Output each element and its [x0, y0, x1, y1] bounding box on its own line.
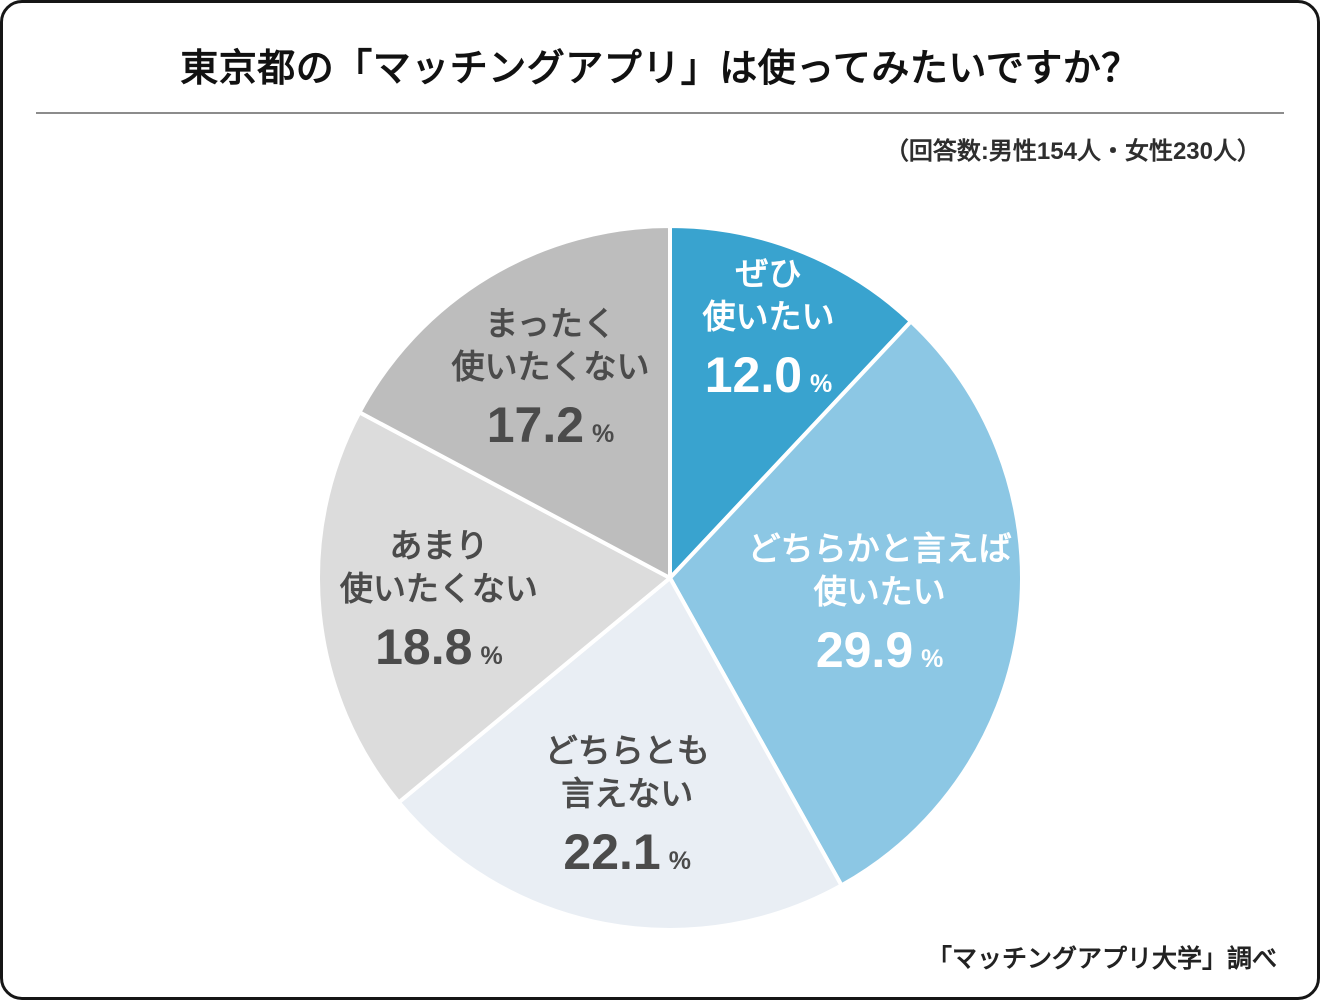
pie-slice-3: [316, 410, 672, 805]
respondents-note: （回答数:男性154人・女性230人）: [884, 138, 1261, 165]
pie-slice-0: [668, 224, 913, 580]
source-note: 「マッチングアプリ大学」調べ: [926, 945, 1277, 973]
pie-svg: [316, 224, 1024, 932]
pie-slice-1: [668, 319, 1024, 888]
pie-slice-2: [396, 576, 844, 932]
chart-title: 東京都の「マッチングアプリ」は使ってみたいですか？: [180, 48, 1140, 90]
pie-slice-4: [357, 224, 672, 580]
pie-chart: ぜひ 使いたい 12.0% どちらかと言えば 使いたい 29.9% どちらとも 言えない 22.…: [310, 218, 1030, 938]
title-divider: [36, 112, 1284, 114]
